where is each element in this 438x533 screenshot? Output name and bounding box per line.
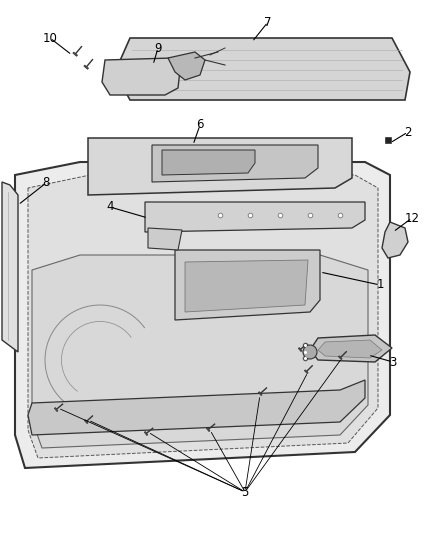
Polygon shape xyxy=(206,427,210,432)
Polygon shape xyxy=(28,380,365,435)
Text: 8: 8 xyxy=(42,176,49,190)
Polygon shape xyxy=(382,222,408,258)
Text: 5: 5 xyxy=(241,486,249,498)
Polygon shape xyxy=(15,162,390,468)
Text: 12: 12 xyxy=(405,212,420,224)
Text: 4: 4 xyxy=(106,200,114,214)
Text: 6: 6 xyxy=(196,118,204,132)
Polygon shape xyxy=(54,408,58,411)
Polygon shape xyxy=(162,150,255,175)
Polygon shape xyxy=(258,392,262,395)
Text: 3: 3 xyxy=(389,356,397,368)
Polygon shape xyxy=(318,340,382,358)
Polygon shape xyxy=(2,182,18,352)
Polygon shape xyxy=(73,52,78,56)
Polygon shape xyxy=(32,255,368,448)
Polygon shape xyxy=(102,58,180,95)
Polygon shape xyxy=(168,52,205,80)
Text: 9: 9 xyxy=(154,42,162,54)
Text: 10: 10 xyxy=(42,31,57,44)
Polygon shape xyxy=(310,335,392,362)
Polygon shape xyxy=(298,348,302,352)
Polygon shape xyxy=(175,250,320,320)
Polygon shape xyxy=(148,228,182,250)
Polygon shape xyxy=(152,145,318,182)
Text: 1: 1 xyxy=(376,279,384,292)
Polygon shape xyxy=(88,138,352,195)
Circle shape xyxy=(303,345,317,359)
Polygon shape xyxy=(338,356,342,360)
Polygon shape xyxy=(304,370,308,374)
Polygon shape xyxy=(85,419,88,424)
Polygon shape xyxy=(144,431,148,435)
Polygon shape xyxy=(145,202,365,232)
Polygon shape xyxy=(28,175,378,458)
Polygon shape xyxy=(185,260,308,312)
Text: 2: 2 xyxy=(404,125,412,139)
Text: 7: 7 xyxy=(264,15,272,28)
Polygon shape xyxy=(84,65,88,69)
Polygon shape xyxy=(115,38,410,100)
